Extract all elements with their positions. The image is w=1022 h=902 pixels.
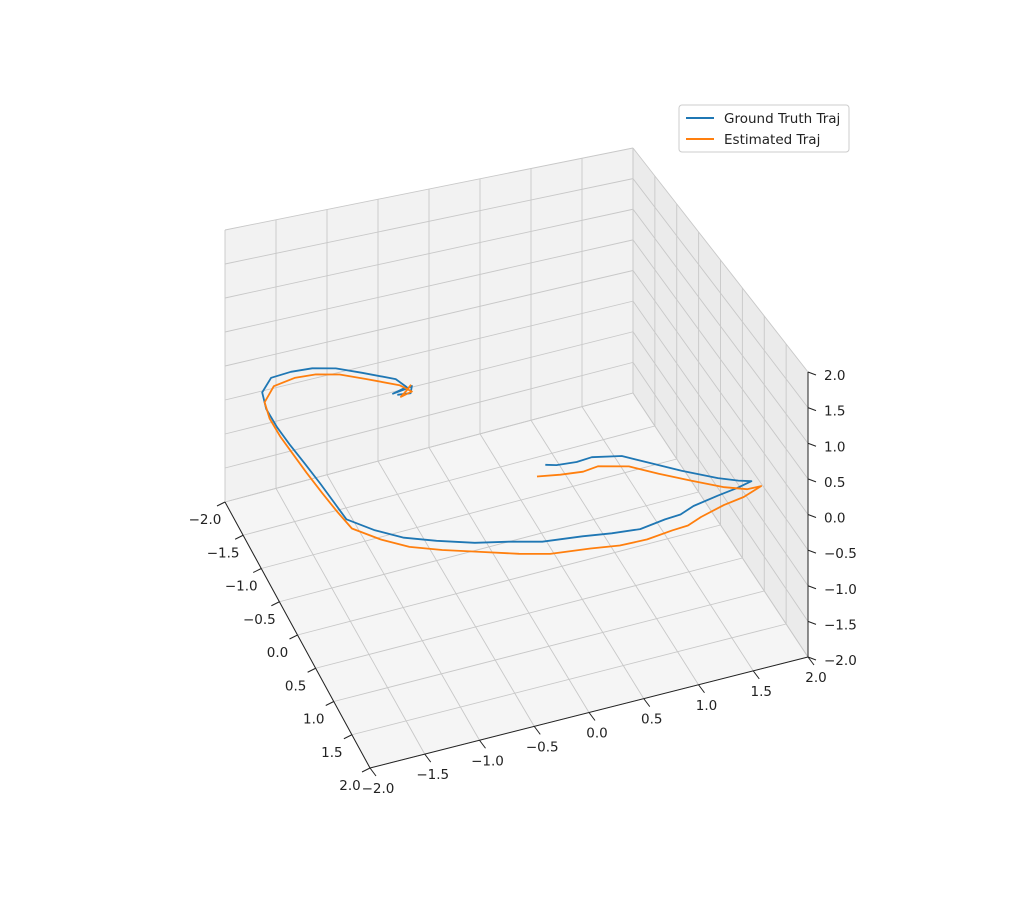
gridline bbox=[315, 557, 743, 669]
y-tick-label: −0.5 bbox=[526, 739, 559, 755]
series-line bbox=[263, 373, 762, 555]
x-tick-label: 0.0 bbox=[267, 645, 288, 661]
grid-lines bbox=[224, 147, 809, 769]
y-tick bbox=[369, 767, 377, 777]
x-tick bbox=[325, 701, 334, 706]
y-tick bbox=[533, 726, 541, 735]
y-tick-label: 0.5 bbox=[641, 712, 662, 728]
x-tick-label: −2.0 bbox=[189, 512, 222, 528]
z-tick-label: 0.5 bbox=[824, 475, 845, 491]
z-tick-label: −0.5 bbox=[824, 546, 857, 562]
z-tick bbox=[807, 549, 817, 554]
x-tick bbox=[343, 734, 353, 740]
gridline bbox=[428, 447, 590, 713]
y-tick-label: −2.0 bbox=[362, 781, 395, 797]
floor-pane bbox=[225, 393, 808, 768]
gridline bbox=[632, 392, 809, 658]
gridline bbox=[632, 270, 809, 515]
y-tick-label: −1.5 bbox=[416, 767, 449, 783]
x-tick bbox=[271, 601, 280, 607]
gridline bbox=[224, 147, 634, 231]
x-tick bbox=[307, 667, 316, 673]
gridline bbox=[224, 239, 634, 333]
x-tick bbox=[289, 634, 298, 640]
z-tick bbox=[807, 585, 817, 590]
x-tick-label: 2.0 bbox=[339, 778, 360, 794]
z-tick bbox=[807, 656, 817, 661]
z-tick bbox=[807, 620, 817, 625]
z-tick-label: −1.5 bbox=[824, 617, 857, 633]
y-tick-label: 1.5 bbox=[751, 684, 772, 700]
z-tick-label: 2.0 bbox=[824, 368, 845, 384]
y-tick-label: 1.0 bbox=[696, 698, 717, 714]
gridline bbox=[224, 270, 634, 367]
y-tick-label: 2.0 bbox=[805, 670, 826, 686]
gridline bbox=[632, 239, 809, 480]
series-lines bbox=[261, 367, 762, 555]
z-tick bbox=[807, 371, 817, 376]
x-tick-label: −0.5 bbox=[243, 612, 276, 628]
y-tick bbox=[807, 656, 815, 666]
y-tick bbox=[424, 753, 432, 763]
z-tick-label: 0.0 bbox=[824, 511, 845, 527]
x-tick-label: 0.5 bbox=[285, 678, 306, 694]
z-tick-label: −2.0 bbox=[824, 653, 857, 669]
x-tick bbox=[253, 568, 262, 573]
z-tick bbox=[807, 407, 817, 412]
y-tick bbox=[643, 698, 651, 707]
x-tick bbox=[234, 534, 244, 540]
z-tick-label: 1.5 bbox=[824, 404, 845, 420]
legend-label: Ground Truth Traj bbox=[724, 111, 840, 127]
gridline bbox=[333, 590, 765, 702]
z-tick-label: 1.0 bbox=[824, 439, 845, 455]
y-tick bbox=[698, 684, 705, 694]
legend-label: Estimated Traj bbox=[724, 132, 820, 148]
x-tick-label: 1.5 bbox=[321, 745, 342, 761]
gridline bbox=[632, 208, 809, 444]
gridline bbox=[632, 178, 809, 408]
x-tick bbox=[361, 767, 371, 773]
z-tick bbox=[807, 478, 817, 483]
x-tick bbox=[216, 501, 226, 507]
x-tick-label: −1.0 bbox=[225, 579, 258, 595]
y-tick bbox=[752, 670, 760, 680]
legend: Ground Truth Traj Estimated Traj bbox=[678, 104, 850, 153]
gridline bbox=[581, 406, 754, 672]
y-tick bbox=[588, 712, 596, 721]
x-tick-label: −1.5 bbox=[207, 545, 240, 561]
y-tick-label: 0.0 bbox=[586, 726, 607, 742]
x-tick-label: 1.0 bbox=[303, 712, 324, 728]
gridline bbox=[351, 623, 787, 736]
gridline bbox=[224, 208, 634, 299]
gridline bbox=[479, 433, 645, 699]
z-tick bbox=[807, 442, 817, 447]
gridline bbox=[632, 147, 809, 373]
series-line bbox=[261, 367, 753, 544]
y-tick-label: −1.0 bbox=[471, 753, 504, 769]
y-tick bbox=[479, 739, 486, 749]
gridline bbox=[224, 178, 634, 265]
z-tick-label: −1.0 bbox=[824, 582, 857, 598]
legend-box bbox=[678, 104, 850, 153]
z-tick bbox=[807, 514, 817, 518]
tick-labels: −2.0 −2.0 −2.0 −1.5 −1.5 −1.5 −1.0 −1.0 −1.0 −0.5… bbox=[189, 368, 857, 797]
